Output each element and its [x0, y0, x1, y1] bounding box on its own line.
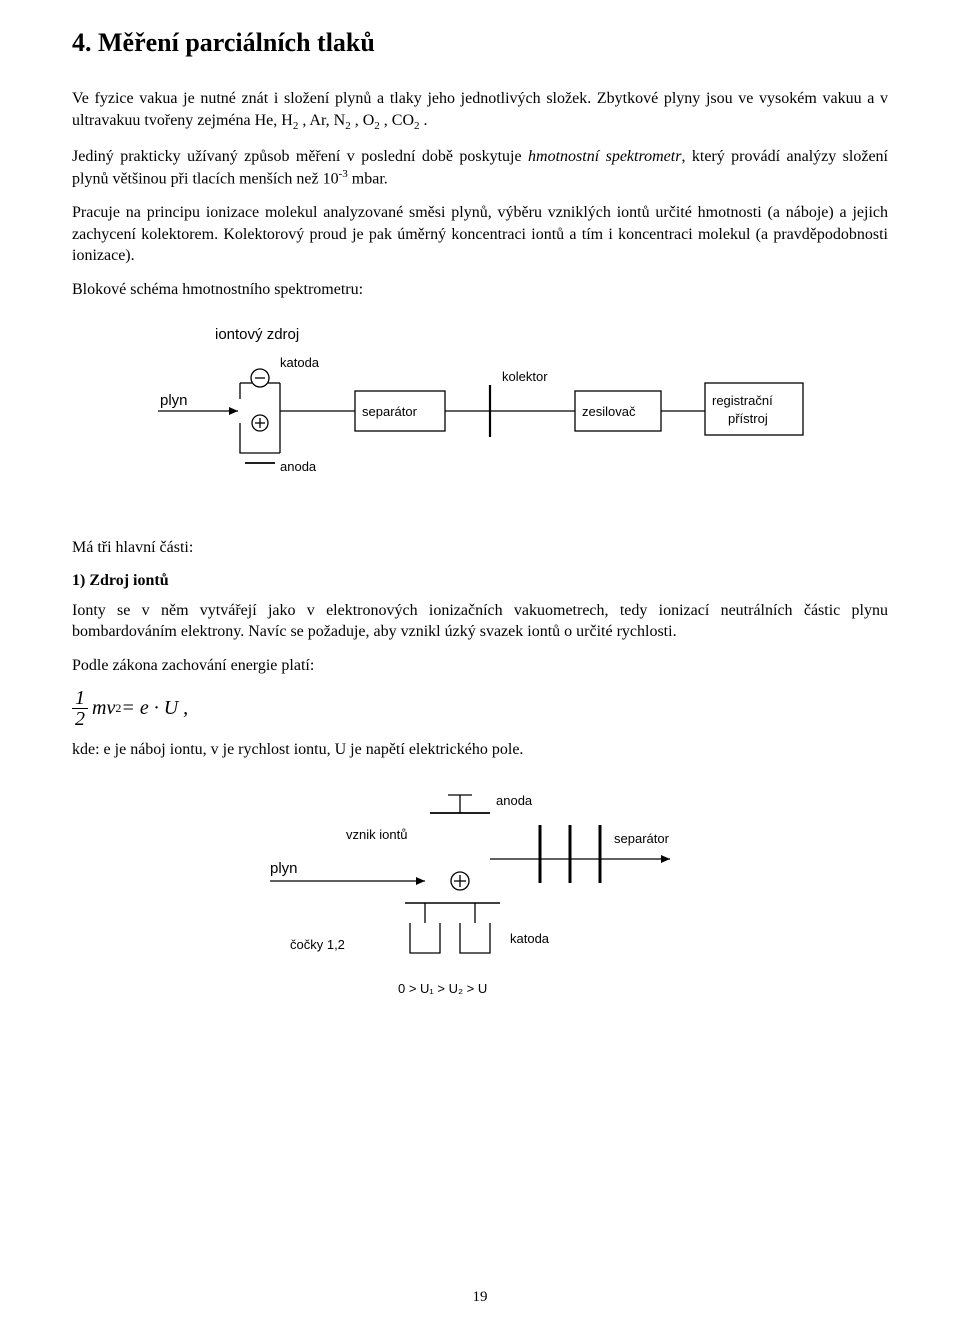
label-voltage: 0 > U₁ > U₂ > U	[398, 981, 487, 996]
energy-equation: 1 2 mv2 = e · U ,	[72, 688, 888, 729]
eq-legend: kde: e je náboj iontu, v je rychlost ion…	[72, 739, 888, 761]
block-diagram-svg: iontový zdroj katoda plyn anoda	[130, 323, 830, 503]
label-recorder-1: registrační	[712, 393, 773, 408]
label-lenses: čočky 1,2	[290, 937, 345, 952]
eq-fraction: 1 2	[72, 688, 88, 729]
gas-sep3: , CO	[380, 112, 414, 129]
section-title: 4. Měření parciálních tlaků	[72, 28, 888, 58]
gas-period: .	[420, 112, 428, 129]
ion-source-diagram: anoda vznik iontů separátor plyn	[72, 783, 888, 1013]
label-ion-source: iontový zdroj	[215, 326, 299, 343]
label-separator-2: separátor	[614, 831, 670, 846]
paragraph-3: Pracuje na principu ionizace molekul ana…	[72, 202, 888, 267]
eq-mv: mv	[92, 697, 115, 720]
label-gas-1: plyn	[160, 392, 188, 409]
gas-arrow-head-2	[416, 877, 425, 885]
label-cathode-2: katoda	[510, 931, 550, 946]
lens-1	[410, 923, 440, 953]
beam-arrow	[661, 855, 670, 863]
recorder-box	[705, 383, 803, 435]
page-number: 19	[0, 1289, 960, 1306]
label-separator-1: separátor	[362, 404, 418, 419]
paragraph-7: Ionty se v něm vytvářejí jako v elektron…	[72, 600, 888, 643]
label-gas-2: plyn	[270, 860, 298, 877]
eq-num: 1	[72, 688, 88, 709]
paragraph-2: Jediný prakticky užívaný způsob měření v…	[72, 146, 888, 191]
block-diagram: iontový zdroj katoda plyn anoda	[72, 323, 888, 503]
label-recorder-2: přístroj	[728, 411, 768, 426]
gas-sep1: , Ar, N	[298, 112, 345, 129]
label-anode-2: anoda	[496, 793, 533, 808]
gas-sep2: , O	[351, 112, 375, 129]
ion-source-svg: anoda vznik iontů separátor plyn	[200, 783, 760, 1013]
p2-spectrometer: hmotnostní spektrometr	[528, 148, 681, 165]
gas-arrow-head	[229, 407, 238, 415]
p1-text: Ve fyzice vakua je nutné znát i složení …	[72, 90, 888, 129]
paragraph-5: Má tři hlavní části:	[72, 537, 888, 559]
label-ion-gen: vznik iontů	[346, 827, 407, 842]
eq-den: 2	[72, 709, 88, 729]
paragraph-8: Podle zákona zachování energie platí:	[72, 655, 888, 677]
p2-exp: -3	[339, 168, 348, 180]
paragraph-1: Ve fyzice vakua je nutné znát i složení …	[72, 88, 888, 134]
label-anode-1: anoda	[280, 459, 317, 474]
label-cathode: katoda	[280, 355, 320, 370]
paragraph-4: Blokové schéma hmotnostního spektrometru…	[72, 279, 888, 301]
label-amplifier: zesilovač	[582, 404, 636, 419]
label-collector: kolektor	[502, 369, 548, 384]
eq-rhs: = e · U ,	[121, 697, 188, 720]
gas-h: H	[281, 112, 293, 129]
lens-2	[460, 923, 490, 953]
p2-a: Jediný prakticky užívaný způsob měření v…	[72, 148, 528, 165]
p2-c: mbar.	[348, 171, 388, 188]
heading-ion-source: 1) Zdroj iontů	[72, 570, 888, 592]
